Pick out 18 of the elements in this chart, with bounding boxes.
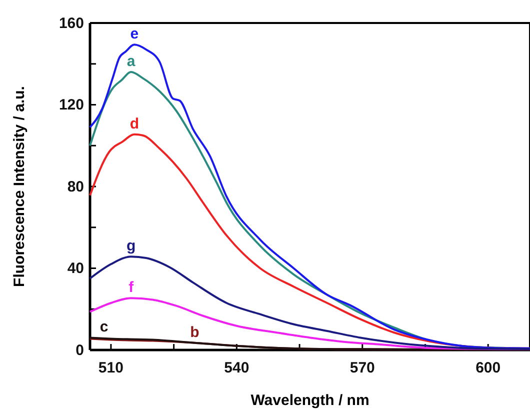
series-label: g — [126, 238, 136, 255]
series-label: d — [130, 115, 140, 132]
x-tick-label: 570 — [350, 360, 375, 377]
y-tick-label: 0 — [76, 342, 84, 359]
y-tick-label: 160 — [58, 14, 84, 32]
y-tick-label: 80 — [67, 178, 84, 196]
y-axis-title: Fluorescence Intensity / a.u. — [11, 86, 28, 287]
x-tick-label: 540 — [224, 360, 250, 377]
y-tick-label: 120 — [58, 96, 84, 114]
x-tick-label: 600 — [476, 360, 501, 377]
series-label: b — [190, 324, 200, 341]
x-axis-title: Wavelength / nm — [250, 392, 370, 409]
series-label: f — [128, 279, 135, 296]
series-label: a — [126, 53, 136, 70]
x-tick-label: 510 — [98, 360, 124, 377]
series-label: c — [100, 318, 108, 336]
series-label: e — [130, 26, 139, 43]
y-tick-label: 40 — [67, 260, 84, 278]
